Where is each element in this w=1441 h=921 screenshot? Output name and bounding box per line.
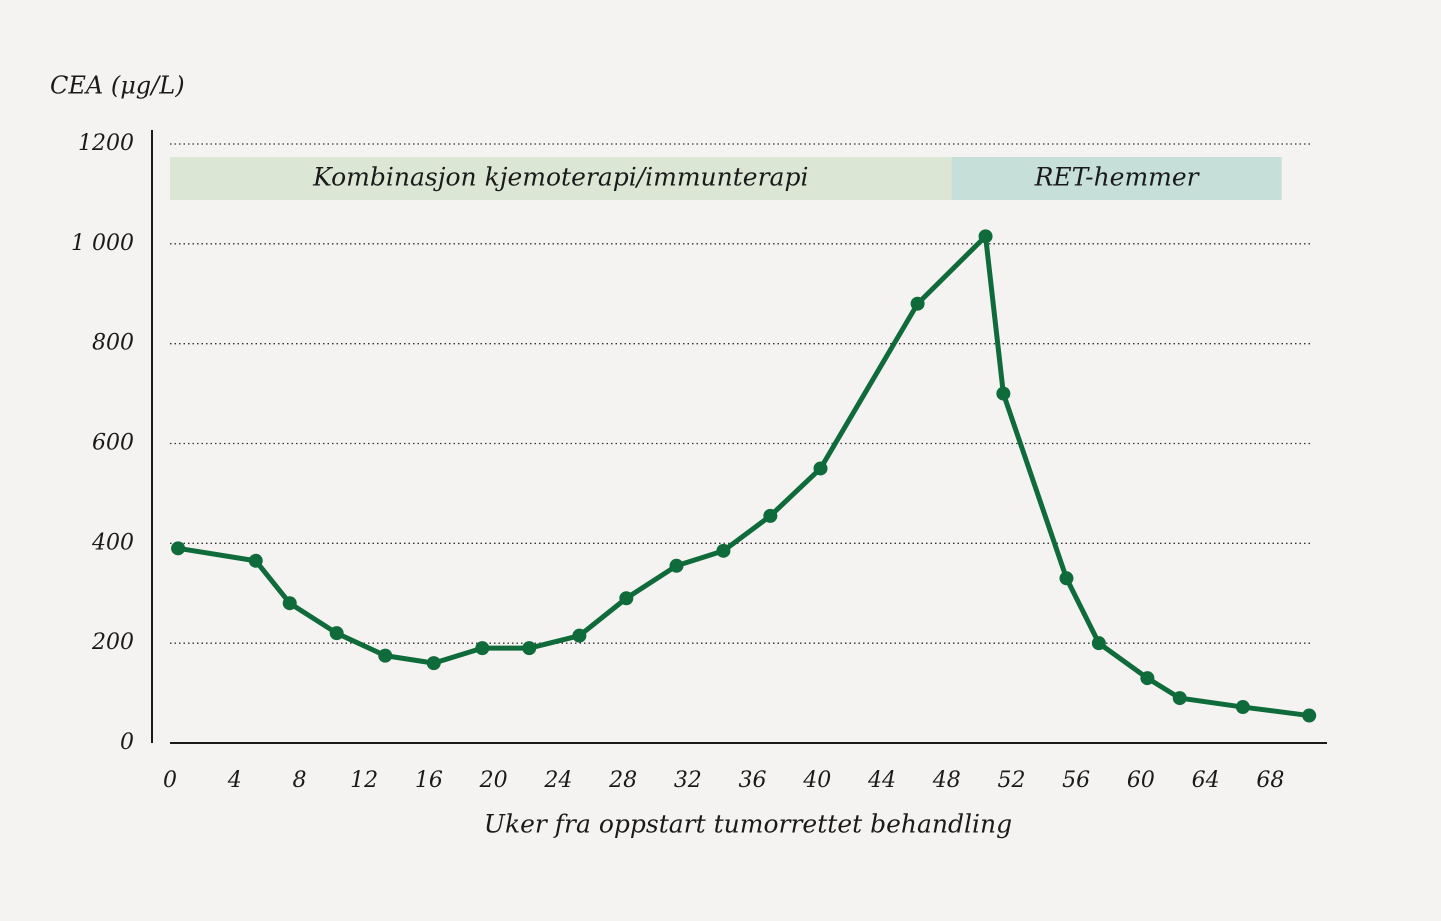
x-tick-label: 44 xyxy=(867,768,896,793)
x-tick-label: 56 xyxy=(1062,768,1090,793)
data-point xyxy=(248,553,263,568)
x-tick-label: 0 xyxy=(163,768,177,793)
data-point xyxy=(426,656,441,671)
data-point xyxy=(475,641,490,656)
y-tick-label: 0 xyxy=(120,730,134,755)
data-point xyxy=(1172,691,1187,706)
data-point xyxy=(1302,708,1317,723)
x-tick-label: 28 xyxy=(608,768,637,793)
y-tick-label: 800 xyxy=(92,331,134,356)
data-point xyxy=(996,386,1011,401)
phase-band xyxy=(170,157,952,200)
data-point xyxy=(813,461,828,476)
x-tick-label: 64 xyxy=(1192,768,1220,793)
data-point xyxy=(522,641,537,656)
data-point xyxy=(1235,700,1250,715)
data-point xyxy=(171,541,186,556)
x-tick-label: 20 xyxy=(479,768,508,793)
data-point xyxy=(329,626,344,641)
x-tick-label: 32 xyxy=(674,768,702,793)
data-point xyxy=(282,596,297,611)
y-tick-label: 600 xyxy=(92,431,134,456)
data-point xyxy=(716,543,731,558)
data-point xyxy=(1091,636,1106,651)
x-tick-label: 24 xyxy=(543,768,572,793)
y-axis-title: CEA (μg/L) xyxy=(50,72,185,100)
x-tick-label: 36 xyxy=(739,768,767,793)
x-tick-label: 12 xyxy=(350,768,378,793)
x-tick-label: 68 xyxy=(1256,768,1284,793)
data-line xyxy=(177,233,1310,719)
x-tick-label: 16 xyxy=(415,768,443,793)
data-point xyxy=(763,508,778,523)
x-tick-label: 48 xyxy=(932,768,961,793)
y-tick-label: 200 xyxy=(91,630,134,655)
y-tick-label: 1 000 xyxy=(71,231,134,256)
phase-band xyxy=(951,157,1282,200)
y-tick-label: 400 xyxy=(91,530,134,555)
data-point xyxy=(572,628,587,643)
data-point xyxy=(1140,671,1155,686)
data-point xyxy=(910,296,925,311)
y-tick-label: 1200 xyxy=(78,131,134,156)
data-point xyxy=(669,558,684,573)
x-tick-label: 4 xyxy=(227,768,242,793)
x-tick-label: 52 xyxy=(997,768,1025,793)
x-axis-title: Uker fra oppstart tumorrettet behandling xyxy=(484,810,1012,839)
data-point xyxy=(378,648,393,663)
x-tick-label: 60 xyxy=(1127,768,1155,793)
x-tick-label: 8 xyxy=(292,768,306,793)
data-point xyxy=(978,229,993,244)
phase-label: RET-hemmer xyxy=(1034,163,1201,192)
x-tick-label: 40 xyxy=(802,768,831,793)
data-point xyxy=(1059,571,1074,586)
phase-label: Kombinasjon kjemoterapi/immunterapi xyxy=(312,163,808,192)
data-point xyxy=(619,591,634,606)
